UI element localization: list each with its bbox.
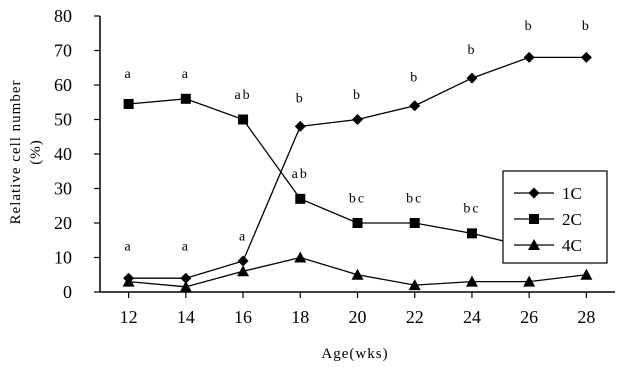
legend-marker-1c [528,187,540,199]
y-tick-label: 80 [54,6,72,26]
y-axis-label: Relative cell number [8,80,24,225]
significance-label: b [296,91,305,106]
data-point-1c [180,272,192,284]
significance-label: a [125,67,133,82]
legend-marker-2c [529,214,539,224]
x-tick-label: 14 [177,307,195,327]
legend-box [502,170,608,264]
data-point-2c [295,193,306,204]
legend-label-2c: 2C [562,210,582,229]
significance-label: b [582,19,591,34]
data-point-1c [237,255,249,267]
data-point-1c [466,72,478,84]
data-point-2c [180,93,191,104]
data-point-2c [123,98,134,109]
data-point-1c [580,51,592,63]
x-tick-label: 20 [349,307,367,327]
legend-marker-4c [528,239,540,250]
significance-label: ab [292,167,309,182]
legend: 1C 2C 4C [502,170,608,264]
significance-label: a [182,67,190,82]
data-point-4c [179,280,192,292]
data-point-2c [409,218,420,228]
significance-label: b [410,71,419,86]
data-point-2c [352,218,363,228]
x-tick-label: 26 [520,307,538,327]
data-point-4c [580,268,593,280]
data-point-1c [409,100,421,112]
x-tick-label: 24 [463,307,481,327]
data-point-4c [408,279,421,291]
y-tick-label: 0 [63,282,72,302]
y-tick-label: 60 [54,75,72,95]
data-point-4c [523,275,536,287]
y-tick-label: 10 [54,248,72,268]
x-axis-label: Age(wks) [321,346,388,362]
y-axis-unit: (%) [28,139,44,165]
x-tick-label: 18 [291,307,309,327]
x-tick-label: 22 [406,307,424,327]
x-tick-label: 16 [234,307,252,327]
legend-label-1c: 1C [562,184,582,203]
y-axis-title: Relative cell number (%) [8,80,44,225]
y-tick-label: 40 [54,144,72,164]
data-point-2c [238,114,249,125]
significance-label: bc [406,191,423,206]
y-tick-label: 20 [54,213,72,233]
significance-label: a [125,240,133,255]
x-tick-label: 28 [577,307,595,327]
significance-label: a [239,229,247,244]
data-point-4c [465,275,478,287]
significance-label: a [182,240,190,255]
data-point-1c [523,51,535,63]
significance-label: ab [234,88,251,103]
significance-label: bc [463,202,480,217]
y-tick-label: 50 [54,110,72,130]
significance-label: bc [349,191,366,206]
data-point-1c [294,120,306,132]
axis-ticks: 0 10 20 30 40 50 60 70 80 12 14 16 18 20 22 24 26 28 [54,6,595,327]
data-point-4c [237,265,250,277]
data-point-2c [466,228,477,239]
significance-label: b [353,88,362,103]
y-tick-label: 30 [54,179,72,199]
x-tick-label: 12 [120,307,138,327]
significance-label: b [525,19,534,34]
data-point-4c [122,275,135,287]
y-tick-label: 70 [54,41,72,61]
legend-label-4c: 4C [562,236,582,255]
data-point-4c [351,268,364,280]
significance-label: b [467,43,476,58]
data-point-1c [352,114,363,125]
data-point-4c [294,251,307,263]
